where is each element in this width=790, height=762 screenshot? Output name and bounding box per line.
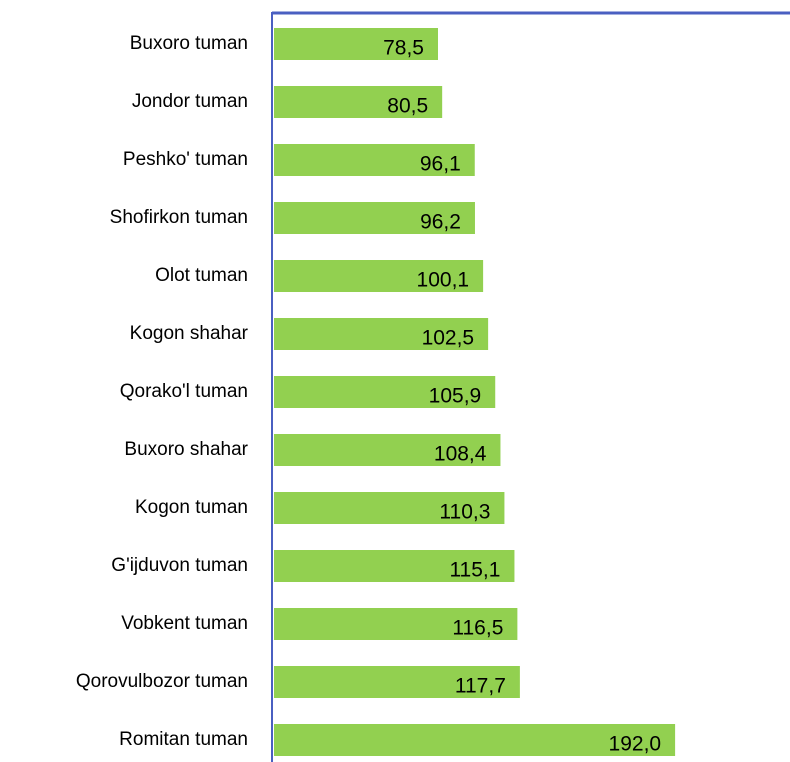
bar: [274, 434, 501, 466]
data-label: 108,4: [434, 443, 487, 466]
y-tick-label: Kogon shahar: [130, 323, 249, 344]
data-label: 100,1: [417, 269, 470, 292]
bar: [274, 666, 520, 698]
bar: [274, 550, 515, 582]
data-label: 117,7: [455, 675, 506, 698]
y-tick-label: Kogon tuman: [135, 497, 248, 518]
data-label: 105,9: [429, 385, 482, 408]
data-label: 96,2: [420, 211, 461, 234]
bar: [274, 28, 438, 60]
y-tick-label: G'ijduvon tuman: [111, 555, 248, 576]
data-label: 192,0: [609, 733, 662, 756]
data-label: 78,5: [383, 37, 424, 60]
data-label: 80,5: [387, 95, 428, 118]
y-tick-label: Shofirkon tuman: [110, 207, 248, 228]
bar: [274, 260, 484, 292]
y-tick-label: Vobkent tuman: [121, 613, 248, 634]
bar: [274, 318, 489, 350]
bar: [274, 86, 443, 118]
y-tick-label: Qorovulbozor tuman: [76, 671, 248, 692]
y-tick-label: Buxoro shahar: [124, 439, 248, 460]
bar: [274, 608, 518, 640]
data-label: 116,5: [452, 617, 503, 640]
bar: [274, 202, 475, 234]
bar: [274, 492, 505, 524]
y-tick-label: Jondor tuman: [132, 91, 248, 112]
y-tick-label: Qorako'l tuman: [120, 381, 248, 402]
data-label: 115,1: [449, 559, 500, 582]
bar: [274, 144, 475, 176]
bar: [274, 724, 676, 756]
y-tick-label: Peshko' tuman: [123, 149, 248, 170]
y-tick-label: Buxoro tuman: [130, 33, 248, 54]
data-label: 96,1: [420, 153, 461, 176]
y-tick-label: Romitan tuman: [119, 729, 248, 750]
bar: [274, 376, 496, 408]
data-label: 110,3: [439, 501, 490, 524]
y-tick-label: Olot tuman: [155, 265, 248, 286]
data-label: 102,5: [422, 327, 475, 350]
